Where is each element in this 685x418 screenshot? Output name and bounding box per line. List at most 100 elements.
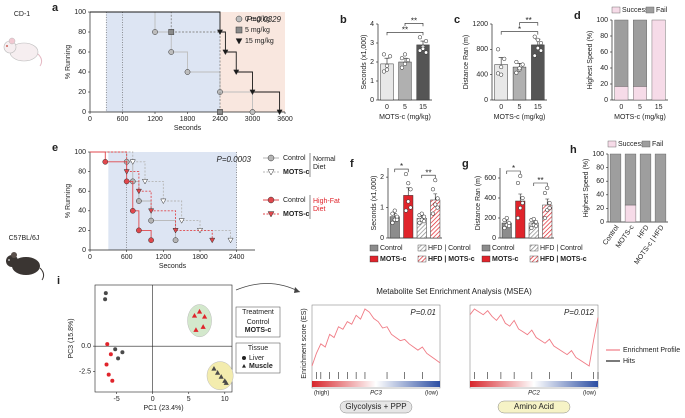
x-axis-label: PC3: [370, 391, 382, 397]
data-point: [517, 66, 522, 71]
y-tick-label: 0: [600, 219, 604, 226]
data-point: [222, 49, 229, 56]
legend-label: Success: [622, 7, 649, 14]
x-axis-label: MOTS-c (mg/kg): [614, 114, 666, 121]
data-point: [419, 211, 424, 216]
data-point: [417, 220, 422, 225]
data-point: [435, 205, 440, 210]
y-tick-label: 40: [596, 192, 604, 199]
data-point: [515, 215, 521, 221]
legend-label: Fail: [656, 7, 668, 14]
data-point: [496, 47, 501, 52]
data-point: [381, 52, 386, 57]
x-tick-label: 1200: [156, 254, 172, 261]
y-tick-label: 800: [476, 46, 488, 53]
x-axis-label: MOTS-c (mg/kg): [494, 114, 546, 121]
legend-label: Control: [380, 245, 403, 252]
data-point: [499, 65, 504, 70]
data-point: [148, 208, 155, 214]
data-point: [535, 46, 540, 51]
series-line: [90, 11, 253, 112]
data-point: [200, 324, 206, 329]
y-axis-label: Distance Ran (m): [463, 35, 470, 89]
arrow-head: [294, 287, 300, 293]
y-tick-label: 0: [484, 97, 488, 104]
y-tick-label: 20: [600, 81, 608, 88]
data-point: [430, 211, 436, 216]
legend-marker: [235, 38, 243, 45]
error-bar: [545, 198, 550, 205]
msea-title: Metabolite Set Enrichment Analysis (MSEA…: [376, 287, 532, 296]
data-point: [384, 67, 390, 72]
y-tick-label: 20: [78, 89, 86, 96]
y-axis-label: Seconds (x1,000): [371, 176, 378, 231]
legend-swatch: [641, 140, 651, 148]
data-point: [502, 225, 507, 231]
data-point: [520, 200, 525, 206]
y-tick-label: 1: [380, 204, 384, 211]
data-point: [514, 70, 519, 75]
x-tick-label: 3000: [245, 116, 261, 123]
data-point: [103, 297, 108, 302]
panel-label: i: [57, 275, 60, 287]
data-point: [129, 159, 136, 165]
y-tick-label: 40: [600, 65, 608, 72]
data-point: [547, 200, 552, 206]
data-point: [502, 56, 507, 61]
rank-end-label: (low): [583, 391, 596, 397]
legend-swatch: [417, 244, 427, 252]
significance-label: *: [512, 164, 515, 173]
plot-frame: [94, 284, 233, 393]
data-point: [209, 237, 216, 244]
y-tick-label: 0: [82, 247, 86, 254]
bar-segment: [624, 153, 637, 206]
y-axis-label: % Running: [65, 184, 72, 218]
data-point: [216, 29, 224, 36]
rank-bar: [312, 381, 440, 387]
y-tick-label: 0.0: [81, 343, 91, 350]
x-tick-label: MOTS-c | HFD: [633, 224, 665, 266]
x-axis-label: Seconds: [174, 125, 202, 132]
data-point: [433, 202, 438, 207]
data-point: [406, 181, 411, 186]
data-point: [518, 173, 523, 179]
data-point: [196, 308, 203, 314]
legend-label: Control: [283, 197, 306, 204]
data-point: [233, 69, 240, 76]
data-point: [178, 218, 185, 224]
data-point: [417, 35, 422, 40]
data-point: [394, 217, 400, 222]
y-tick-label: 400: [484, 195, 496, 202]
data-point: [168, 49, 175, 55]
data-point: [532, 34, 537, 39]
data-point: [532, 53, 537, 58]
y-tick-label: 1200: [472, 21, 488, 28]
data-point: [531, 216, 536, 222]
x-tick-label: 0: [385, 104, 389, 111]
data-point: [116, 356, 121, 361]
legend-label: MOTS-c: [492, 256, 519, 263]
x-tick-label: 2400: [229, 254, 245, 261]
legend-swatch: [417, 255, 427, 263]
data-point: [538, 48, 544, 53]
significance-bracket: [404, 23, 424, 27]
bar-segment: [624, 204, 637, 223]
x-tick-label: 0: [499, 104, 503, 111]
mouse-icon: [6, 252, 45, 281]
x-tick-label: 2400: [212, 116, 228, 123]
data-point: [420, 46, 426, 51]
significance-label: **: [402, 25, 408, 34]
legend-swatch: [529, 244, 539, 252]
data-point: [141, 179, 149, 185]
data-point: [136, 198, 142, 204]
x-tick-label: 3600: [277, 116, 293, 123]
legend-label: MOTS-c: [283, 211, 310, 218]
data-point: [417, 48, 422, 53]
panel-label: c: [454, 14, 460, 26]
data-point: [533, 219, 539, 225]
data-point: [399, 56, 404, 61]
data-point: [424, 39, 429, 44]
bar-segment: [633, 86, 647, 101]
data-point: [547, 205, 552, 211]
legend-label: Success: [618, 141, 645, 148]
